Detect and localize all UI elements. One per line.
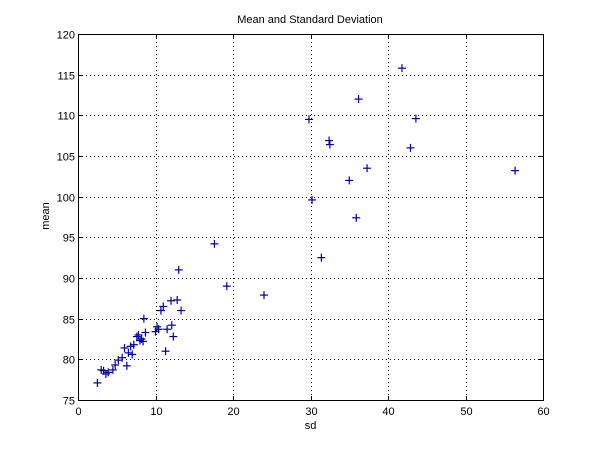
- x-tick-label: 60: [537, 406, 549, 418]
- plus-marker: [260, 291, 268, 300]
- plus-marker: [173, 295, 182, 304]
- y-tick-label: 90: [63, 274, 75, 286]
- plus-marker: [308, 195, 317, 204]
- y-tick-label: 80: [63, 355, 75, 367]
- plus-marker: [511, 166, 520, 175]
- y-tick-label: 115: [57, 71, 75, 83]
- plus-marker: [156, 306, 165, 315]
- x-tick-label: 20: [227, 406, 239, 418]
- axis-ticks: 0 10 20 30 40 50 60 75 80 85 90 95 100 105 110 115 120: [57, 30, 550, 419]
- plus-marker: [352, 213, 361, 222]
- plus-marker: [93, 378, 102, 387]
- plus-marker: [363, 164, 372, 173]
- plus-marker: [167, 296, 175, 305]
- data-points: [93, 64, 520, 387]
- y-tick-label: 120: [57, 30, 75, 42]
- grid-lines: [78, 34, 543, 400]
- plus-marker: [304, 115, 313, 124]
- plus-marker: [139, 337, 148, 346]
- plus-marker: [163, 325, 172, 334]
- plus-marker: [174, 265, 183, 274]
- y-tick-label: 75: [63, 396, 75, 408]
- chart-title: Mean and Standard Deviation: [237, 14, 383, 26]
- plus-marker: [132, 332, 141, 341]
- plus-marker: [325, 136, 334, 145]
- plus-marker: [317, 253, 326, 262]
- plot-frame: [78, 34, 544, 401]
- plus-marker: [210, 239, 219, 248]
- plus-marker: [345, 176, 354, 185]
- plus-marker: [354, 95, 363, 104]
- x-tick-label: 10: [150, 406, 162, 418]
- plus-marker: [134, 330, 143, 339]
- plus-marker: [169, 332, 178, 341]
- plus-marker: [124, 348, 133, 357]
- plus-marker: [139, 314, 148, 323]
- plus-marker: [111, 361, 120, 370]
- y-tick-label: 95: [63, 233, 75, 245]
- y-tick-label: 105: [57, 152, 75, 164]
- x-tick-label: 0: [75, 406, 81, 418]
- plus-marker: [122, 361, 131, 370]
- plus-marker: [167, 321, 176, 330]
- plus-marker: [154, 325, 163, 334]
- plus-marker: [141, 328, 150, 337]
- x-tick-label: 50: [460, 406, 472, 418]
- plus-marker: [411, 114, 420, 123]
- plus-marker: [104, 368, 113, 377]
- y-tick-label: 110: [57, 111, 75, 123]
- plus-marker: [325, 140, 334, 149]
- plus-marker: [177, 306, 186, 315]
- plus-marker: [406, 143, 415, 152]
- y-tick-label: 85: [63, 315, 75, 327]
- plus-marker: [128, 350, 137, 359]
- plus-marker: [108, 365, 117, 374]
- x-tick-label: 40: [382, 406, 394, 418]
- plus-marker: [120, 343, 129, 352]
- plus-marker: [118, 353, 127, 362]
- x-axis-label: sd: [304, 420, 317, 432]
- x-tick-label: 30: [305, 406, 317, 418]
- plus-marker: [161, 347, 170, 356]
- y-tick-label: 100: [57, 193, 75, 205]
- plus-marker: [129, 340, 138, 349]
- plus-marker: [222, 282, 231, 291]
- plus-marker: [397, 64, 406, 73]
- plus-marker: [159, 302, 168, 311]
